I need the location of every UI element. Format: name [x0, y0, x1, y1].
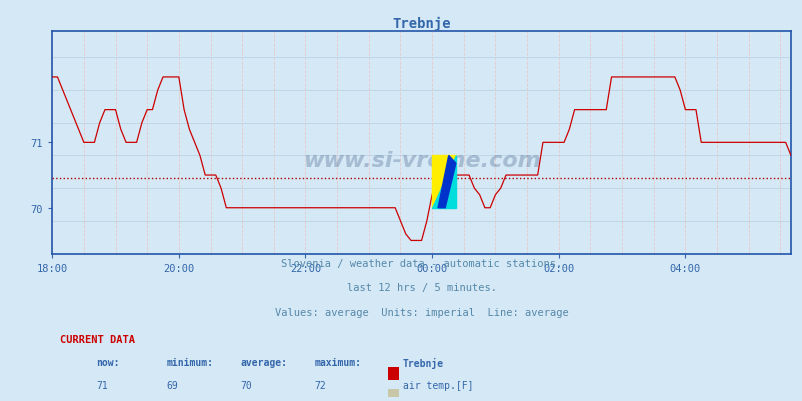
- Text: last 12 hrs / 5 minutes.: last 12 hrs / 5 minutes.: [346, 283, 496, 292]
- Text: 70: 70: [241, 380, 252, 390]
- Text: CURRENT DATA: CURRENT DATA: [59, 334, 135, 344]
- Text: Values: average  Units: imperial  Line: average: Values: average Units: imperial Line: av…: [274, 307, 568, 317]
- Text: air temp.[F]: air temp.[F]: [403, 380, 473, 390]
- Text: now:: now:: [96, 357, 119, 367]
- Polygon shape: [431, 156, 456, 208]
- Text: www.si-vreme.com: www.si-vreme.com: [302, 151, 540, 171]
- Text: minimum:: minimum:: [167, 357, 213, 367]
- Bar: [388, 367, 398, 381]
- Text: maximum:: maximum:: [314, 357, 361, 367]
- Text: 71: 71: [96, 380, 108, 390]
- Polygon shape: [438, 156, 456, 208]
- Text: 72: 72: [314, 380, 326, 390]
- Polygon shape: [431, 156, 456, 208]
- Text: Trebnje: Trebnje: [403, 357, 444, 368]
- Text: 69: 69: [167, 380, 178, 390]
- Title: Trebnje: Trebnje: [391, 17, 451, 31]
- Bar: [388, 389, 398, 401]
- Text: Slovenia / weather data - automatic stations.: Slovenia / weather data - automatic stat…: [281, 258, 561, 268]
- Text: average:: average:: [241, 357, 287, 367]
